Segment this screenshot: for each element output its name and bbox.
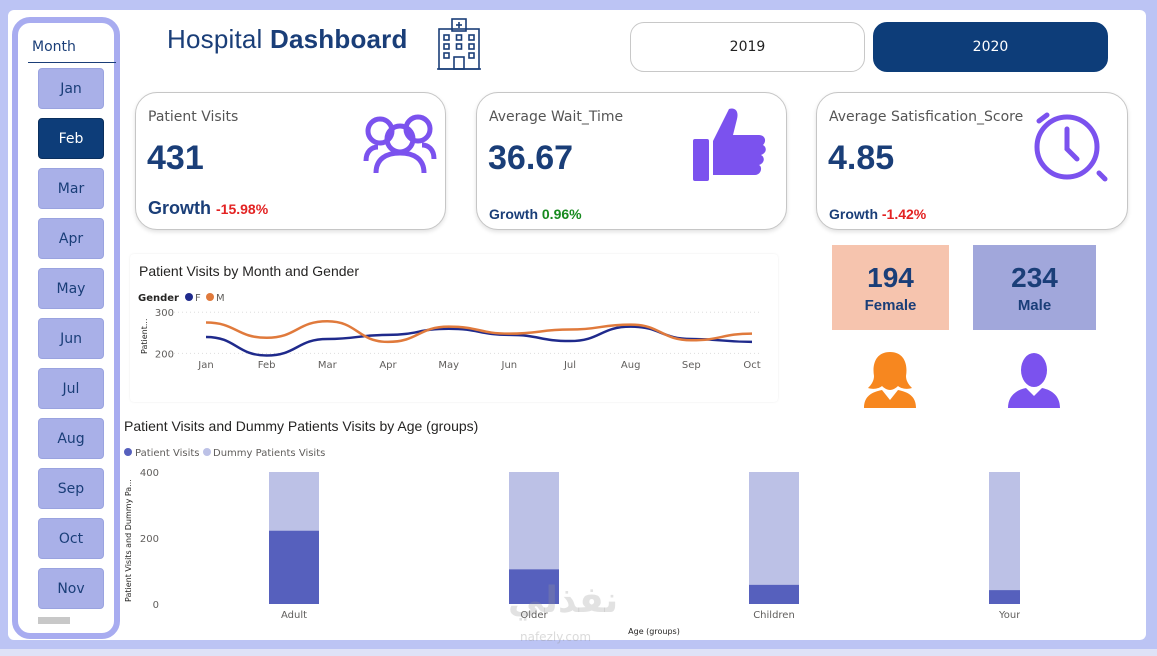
series-line-m xyxy=(205,320,753,344)
bar-patient-visits-older xyxy=(509,569,559,604)
growth-value: 0.96% xyxy=(541,206,582,222)
watermark-url: nafezly.com xyxy=(520,630,592,644)
bar-chart-xlabel: Age (groups) xyxy=(628,627,680,636)
bar-chart-ylabel: Patient Visits and Dummy Pa... xyxy=(124,479,133,602)
kpi-card-patient-visits: Patient Visits 431 Growth -15.98% xyxy=(135,92,446,230)
month-button-oct[interactable]: Oct xyxy=(38,518,104,559)
slicer-scrollbar[interactable] xyxy=(38,617,70,624)
male-person-icon xyxy=(1008,353,1060,408)
hospital-building-icon xyxy=(437,18,481,70)
x-tick-label: Oct xyxy=(743,360,760,371)
bar-chart-legend: Patient Visits Dummy Patients Visits xyxy=(124,448,325,459)
month-button-mar[interactable]: Mar xyxy=(38,168,104,209)
bar-patient-visits-young xyxy=(989,590,1020,604)
legend-label-m: M xyxy=(216,293,225,304)
bar-patient-visits-adult xyxy=(269,530,319,604)
y-tick-label: 0 xyxy=(153,600,159,611)
x-tick-label: Apr xyxy=(379,360,397,371)
x-tick-label: Sep xyxy=(682,360,701,371)
thumbs-up-icon xyxy=(693,108,766,181)
kpi-growth: Growth -1.42% xyxy=(829,206,926,222)
x-tick-label: Aug xyxy=(621,360,641,371)
month-button-jun[interactable]: Jun xyxy=(38,318,104,359)
legend-swatch-f xyxy=(185,293,193,301)
kpi-card-satisfaction: Average Satisfication_Score 4.85 Growth … xyxy=(816,92,1128,230)
month-button-jul[interactable]: Jul xyxy=(38,368,104,409)
y-tick-label: 200 xyxy=(155,349,174,360)
kpi-growth: Growth -15.98% xyxy=(148,198,268,219)
kpi-label: Average Wait_Time xyxy=(489,109,624,125)
male-label: Male xyxy=(1017,297,1052,314)
line-chart-ylabel: Patient... xyxy=(140,319,149,354)
month-button-may[interactable]: May xyxy=(38,268,104,309)
line-chart-panel: Patient Visits by Month and Gender Gende… xyxy=(130,254,778,402)
patients-group-icon xyxy=(363,114,437,174)
line-chart: Gender F M Patient... 200 300 Jan Feb Mar Ap… xyxy=(138,293,761,371)
growth-value: -1.42% xyxy=(881,206,927,222)
month-button-apr[interactable]: Apr xyxy=(38,218,104,259)
x-tick-label: Adult xyxy=(281,610,307,621)
male-count-tile: 234 Male xyxy=(973,245,1096,330)
x-tick-label: Older xyxy=(520,610,548,621)
x-tick-label: Mar xyxy=(318,360,338,371)
month-button-jan[interactable]: Jan xyxy=(38,68,104,109)
slicer-title: Month xyxy=(32,39,76,55)
bar-chart: Patient Visits Dummy Patients Visits Pat… xyxy=(124,448,1020,636)
kpi-value: 4.85 xyxy=(828,139,895,177)
kpi-label: Patient Visits xyxy=(148,109,239,125)
page-title: Hospital Dashboard xyxy=(167,24,408,55)
legend-swatch-m xyxy=(206,293,214,301)
month-button-feb[interactable]: Feb xyxy=(38,118,104,159)
legend-label-patient-visits: Patient Visits xyxy=(135,448,200,459)
growth-label: Growth xyxy=(829,206,878,222)
kpi-value: 431 xyxy=(147,139,204,177)
female-label: Female xyxy=(864,297,917,314)
growth-value: -15.98% xyxy=(216,201,269,217)
female-person-icon xyxy=(864,352,916,408)
female-count: 194 xyxy=(867,262,914,293)
year-button-2020[interactable]: 2020 xyxy=(873,22,1108,72)
legend-swatch-patient-visits xyxy=(124,448,132,456)
female-count-tile: 194 Female xyxy=(832,245,949,330)
line-chart-legend: Gender F M xyxy=(138,293,225,304)
title-bold: Dashboard xyxy=(269,24,408,54)
x-tick-label: Young xyxy=(998,610,1020,621)
watermark-logo: نفذلي xyxy=(508,580,619,621)
legend-label-f: F xyxy=(195,293,201,304)
month-button-sep[interactable]: Sep xyxy=(38,468,104,509)
month-slicer: Month Jan Feb Mar Apr May Jun Jul Aug Sep Oct Nov xyxy=(12,17,120,639)
x-tick-label: May xyxy=(438,360,459,371)
kpi-label: Average Satisfication_Score xyxy=(829,109,1024,125)
male-count: 234 xyxy=(1011,262,1058,293)
bar-dummy-children xyxy=(749,472,799,604)
bar-chart-title: Patient Visits and Dummy Patients Visits… xyxy=(124,418,479,434)
legend-swatch-dummy xyxy=(203,448,211,456)
y-tick-label: 200 xyxy=(140,534,159,545)
kpi-card-wait-time: Average Wait_Time 36.67 Growth 0.96% xyxy=(476,92,787,230)
x-tick-label: Feb xyxy=(258,360,276,371)
slicer-divider xyxy=(28,62,116,63)
year-button-2019[interactable]: 2019 xyxy=(630,22,865,72)
x-tick-label: Jul xyxy=(563,360,576,371)
growth-label: Growth xyxy=(148,198,211,218)
legend-label-dummy: Dummy Patients Visits xyxy=(213,448,325,459)
month-button-aug[interactable]: Aug xyxy=(38,418,104,459)
x-tick-label: Jun xyxy=(501,360,518,371)
x-tick-label: Jan xyxy=(197,360,213,371)
clock-icon xyxy=(1034,112,1108,182)
y-tick-label: 300 xyxy=(155,308,174,319)
title-regular: Hospital xyxy=(167,24,263,54)
y-tick-label: 400 xyxy=(140,468,159,479)
bottom-strip xyxy=(0,649,1157,656)
x-tick-label: Children xyxy=(753,610,795,621)
bar-dummy-young xyxy=(989,472,1020,604)
month-button-nov[interactable]: Nov xyxy=(38,568,104,609)
line-chart-title: Patient Visits by Month and Gender xyxy=(139,263,359,279)
legend-title: Gender xyxy=(138,293,179,304)
kpi-value: 36.67 xyxy=(488,139,574,177)
kpi-growth: Growth 0.96% xyxy=(489,206,582,222)
bar-patient-visits-children xyxy=(749,584,799,604)
growth-label: Growth xyxy=(489,206,538,222)
